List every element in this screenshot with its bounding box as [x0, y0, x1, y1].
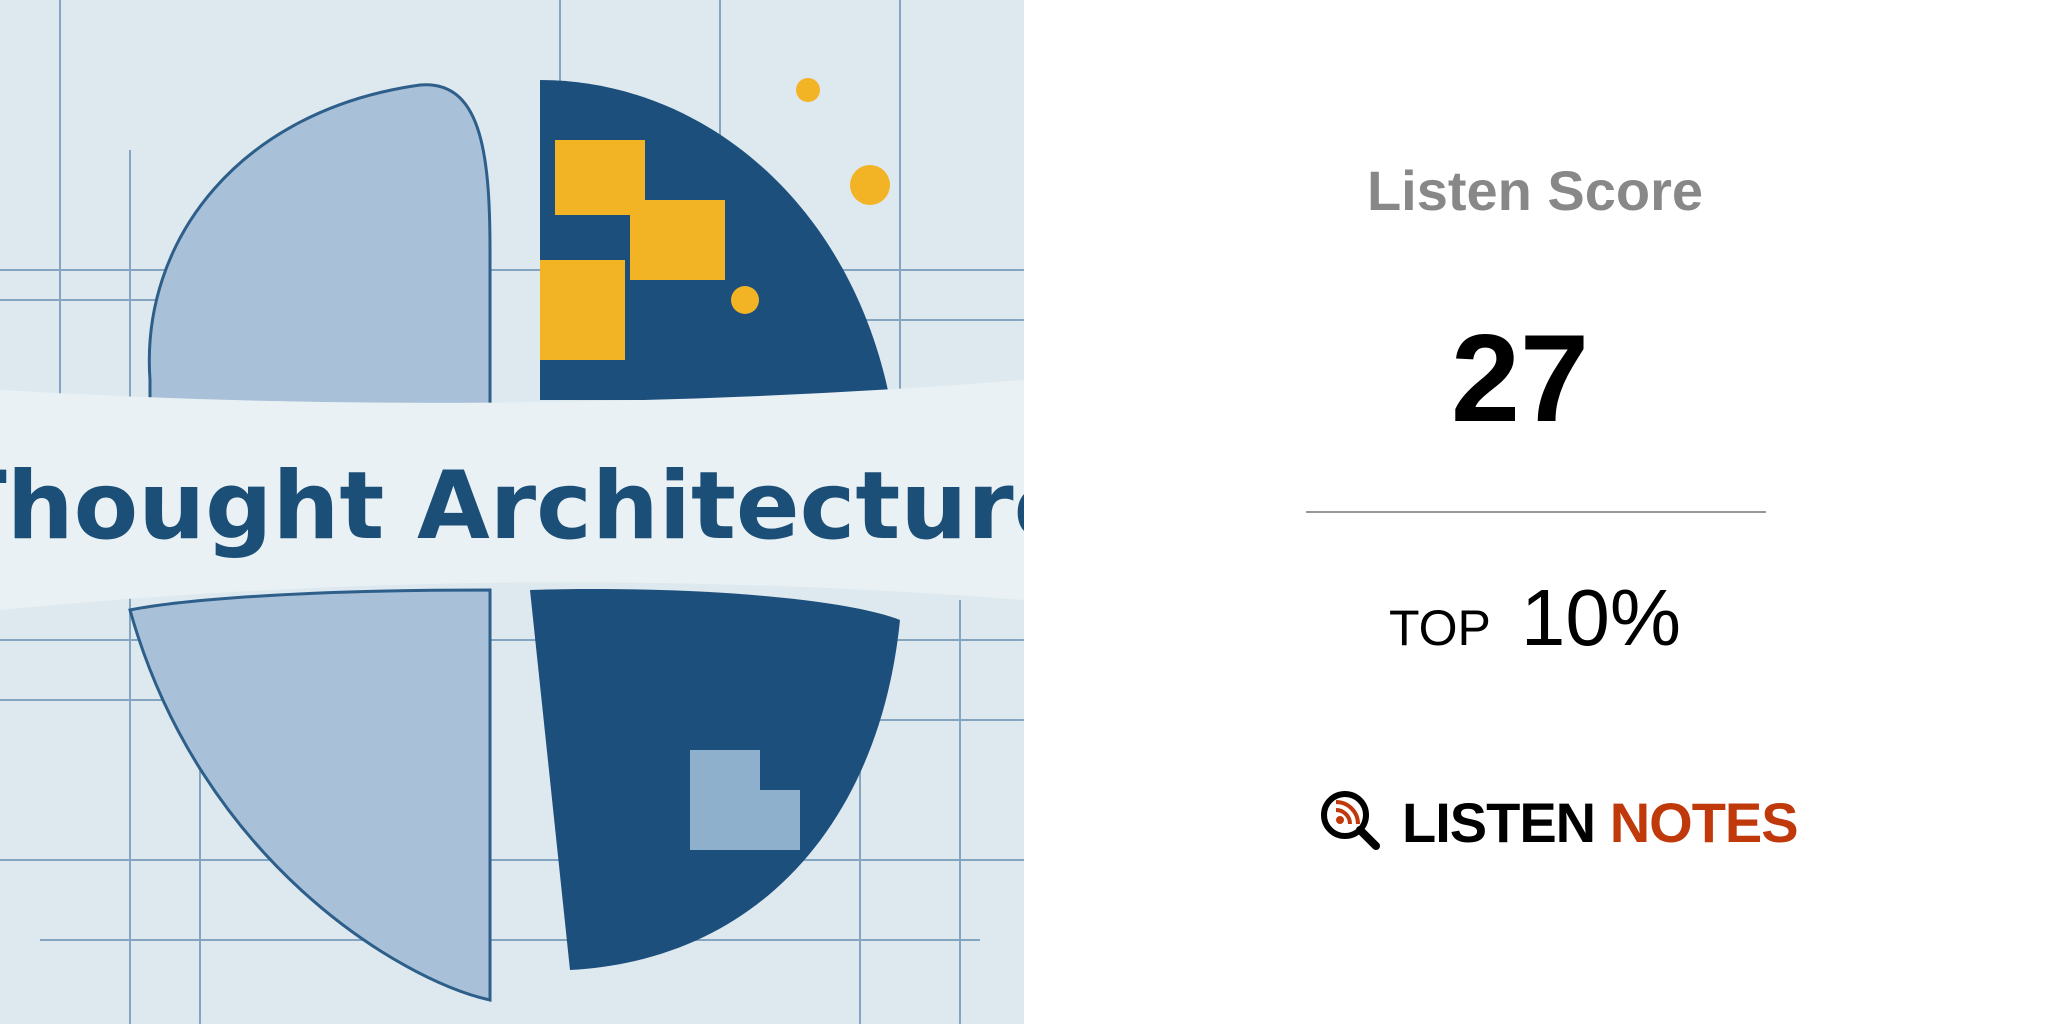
- artwork-title: Thought Architecture: [0, 452, 1024, 561]
- brand-word: NOTES: [1609, 791, 1799, 854]
- score-value: 27: [1451, 310, 1589, 448]
- brand: LISTEN NOTES: [1402, 790, 1799, 855]
- rank-prefix: TOP: [1388, 600, 1491, 656]
- score-label: Listen Score: [1366, 159, 1704, 222]
- rank-value: 10%: [1520, 573, 1681, 662]
- podcast-artwork: Thought Architecture: [0, 0, 1024, 1024]
- rank: TOP 10%: [1335, 572, 1735, 664]
- divider: [1306, 511, 1766, 513]
- brand-word: LISTEN: [1402, 791, 1596, 854]
- logo-icon: [1321, 791, 1380, 850]
